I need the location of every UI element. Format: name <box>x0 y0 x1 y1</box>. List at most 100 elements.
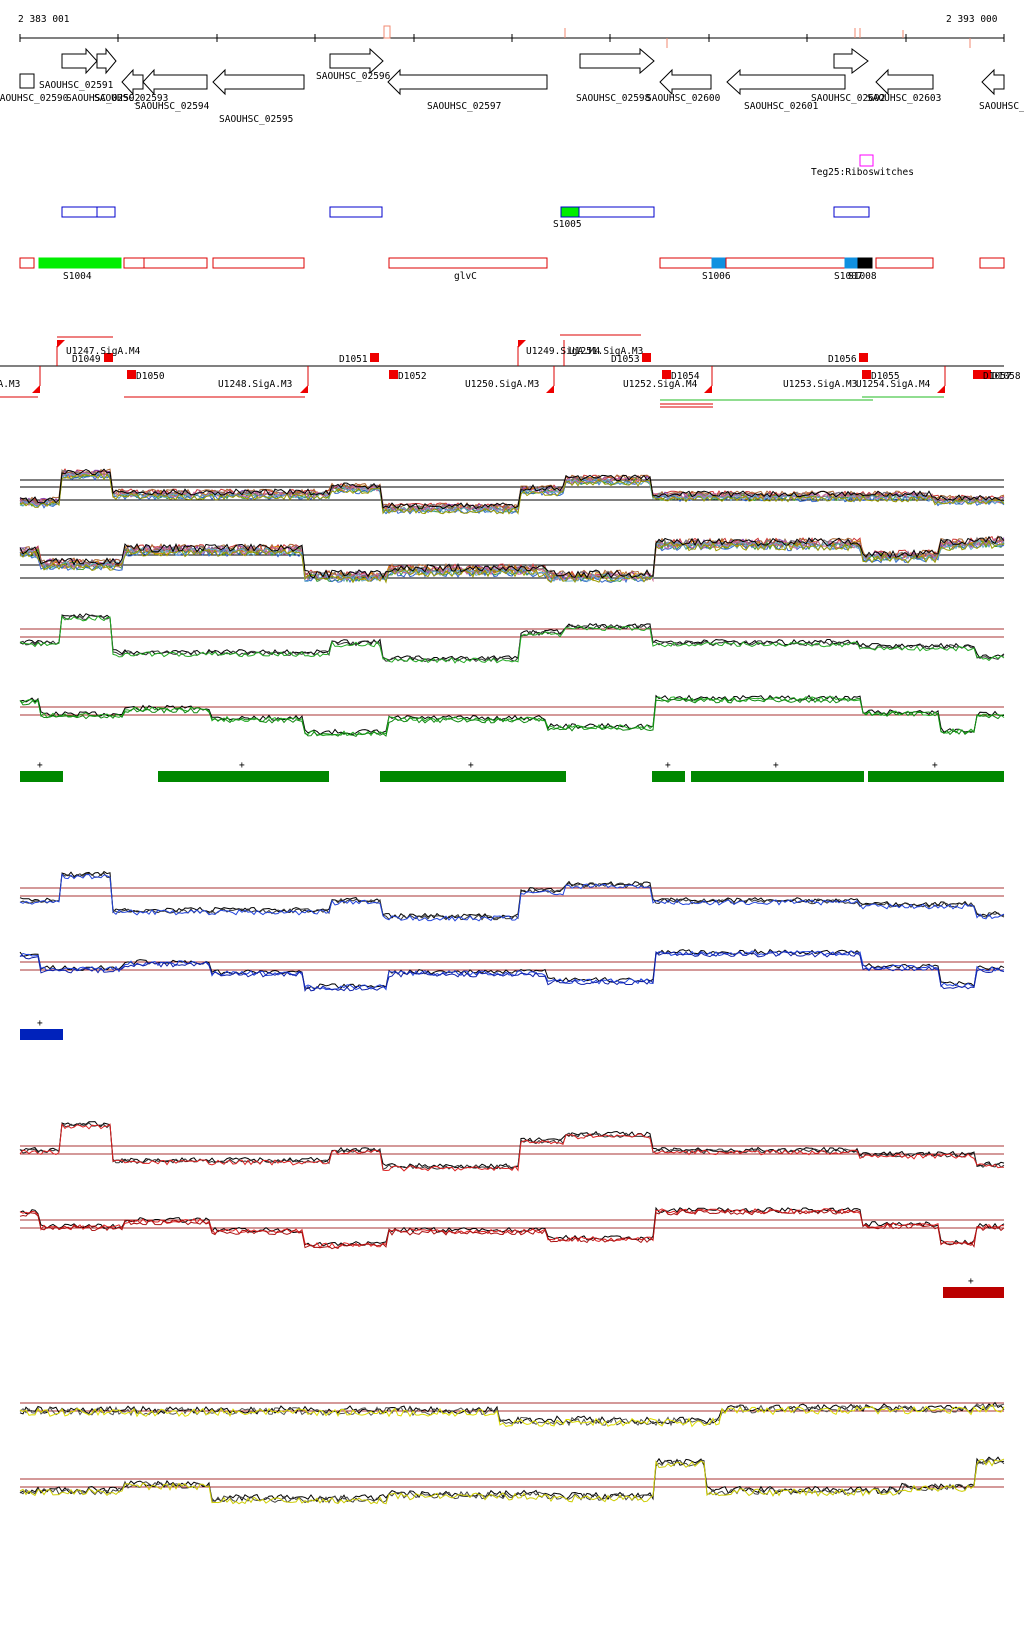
green-segment-markers: + + + + + + <box>37 760 938 771</box>
terminator-D1055[interactable] <box>862 370 871 379</box>
feature-box-S1006[interactable] <box>711 257 727 269</box>
terminator-D1058[interactable] <box>982 370 991 379</box>
terminator-D1051[interactable] <box>370 353 379 362</box>
green-condition-reverse <box>19 694 1005 738</box>
promoter-label: D1056 <box>828 354 857 365</box>
promoter-labels: U1247.SigA.M4 D1049 D1050 U1248.SigA.M3 … <box>0 346 1021 390</box>
gene-label: SAOUHSC_02601 <box>744 101 819 112</box>
segment[interactable] <box>20 1029 63 1040</box>
promoter-label: D1057 <box>983 371 1012 382</box>
promoter-label: D1052 <box>398 371 427 382</box>
gene-SAOUHSC_02596[interactable] <box>329 47 384 75</box>
feature-box[interactable] <box>212 257 305 269</box>
multi-sample-track-reverse <box>19 535 1005 584</box>
promoter-label: U1254.SigA.M4 <box>856 379 931 390</box>
gene-SAOUHSC_02601[interactable] <box>726 68 846 96</box>
terminator-D1050[interactable] <box>127 370 136 379</box>
promoter-green-lines <box>660 396 944 401</box>
gene-SAOUHSC_02604[interactable] <box>981 68 1005 96</box>
terminator-D1053[interactable] <box>642 353 651 362</box>
promoter-track: U1247.SigA.M4 D1049 D1050 U1248.SigA.M3 … <box>0 334 1021 408</box>
feature-box[interactable] <box>979 257 1005 269</box>
feature-box[interactable] <box>123 257 145 269</box>
terminator-D1057[interactable] <box>973 370 982 379</box>
feature-box-S1004[interactable] <box>38 257 122 269</box>
promoter-label: D1050 <box>136 371 165 382</box>
feature-box-S1005[interactable] <box>560 206 580 218</box>
gene-labels: SAOUHSC_02590 SAOUHSC_02591 SAOUHSC_0259… <box>0 71 1024 125</box>
blue-condition-forward <box>19 870 1005 922</box>
terminator-D1049[interactable] <box>104 353 113 362</box>
feature-box[interactable] <box>833 206 870 218</box>
segment[interactable] <box>20 771 63 782</box>
gene-label: SAOUHSC_02600 <box>646 93 721 104</box>
segment[interactable] <box>943 1287 1004 1298</box>
expression-trace <box>19 468 1004 510</box>
yellow-condition-forward <box>19 1401 1005 1428</box>
expression-trace <box>19 1458 1005 1505</box>
expression-trace <box>19 1206 1005 1247</box>
gene-SAOUHSC_02594[interactable] <box>142 68 208 96</box>
segment[interactable] <box>380 771 566 782</box>
coordinate-ruler: 2 383 001 2 393 000 <box>18 14 1005 48</box>
promoter-label: D1053 <box>611 354 640 365</box>
feature-box[interactable] <box>578 206 655 218</box>
gene-SAOUHSC_02595[interactable] <box>212 68 305 96</box>
gene-SAOUHSC_02603[interactable] <box>875 68 934 96</box>
ruler-highlights <box>383 25 971 48</box>
gene-SAOUHSC_02591[interactable] <box>61 47 98 75</box>
segment-marker: + <box>932 760 938 771</box>
gene-label: SAOUHSC_02595 <box>219 114 293 125</box>
expression-trace <box>19 1401 1005 1425</box>
gene-SAOUHSC_02602[interactable] <box>833 48 869 74</box>
yellow-condition-reverse <box>19 1456 1005 1505</box>
feature-box[interactable] <box>725 257 846 269</box>
feature-box[interactable] <box>329 206 383 218</box>
gene-SAOUHSC_02598[interactable] <box>579 47 655 75</box>
expression-trace <box>19 1122 1005 1171</box>
red-condition-forward <box>19 1121 1005 1172</box>
segment[interactable] <box>652 771 685 782</box>
feature-box[interactable] <box>143 257 208 269</box>
riboswitch-track: Teg25:Riboswitches <box>811 154 914 178</box>
terminator-D1054[interactable] <box>662 370 671 379</box>
segment[interactable] <box>868 771 1004 782</box>
promoter-label: D1055 <box>871 371 900 382</box>
expression-trace <box>19 468 1005 510</box>
gene-label: SAOUHSC_02602 <box>811 93 885 104</box>
feature-label: S1008 <box>848 271 877 282</box>
expression-trace <box>19 468 1005 510</box>
riboswitch-box[interactable] <box>859 154 874 167</box>
feature-box-glvC[interactable] <box>388 257 548 269</box>
gene-SAOUHSC_02590[interactable] <box>19 73 35 89</box>
feature-box-S1007[interactable] <box>844 257 859 269</box>
gene-SAOUHSC_02597[interactable] <box>387 68 548 96</box>
green-segments <box>20 771 1004 782</box>
segment[interactable] <box>691 771 864 782</box>
feature-box[interactable] <box>61 206 98 218</box>
terminator-D1056[interactable] <box>859 353 868 362</box>
expression-trace <box>19 873 1005 922</box>
segment-marker: + <box>239 760 245 771</box>
expression-trace <box>19 948 1005 990</box>
expression-trace <box>19 540 1005 583</box>
gene-SAOUHSC_02593[interactable] <box>121 68 144 96</box>
promoter-label: U1247.SigA.M4 <box>66 346 141 357</box>
feature-box[interactable] <box>875 257 934 269</box>
promoter-label: U1248.SigA.M3 <box>218 379 292 390</box>
feature-box[interactable] <box>96 206 116 218</box>
expression-trace <box>19 539 1005 583</box>
segment[interactable] <box>158 771 329 782</box>
feature-box-S1008[interactable] <box>857 257 873 269</box>
feature-box[interactable] <box>19 257 35 269</box>
expression-trace <box>19 470 1005 512</box>
terminator-D1052[interactable] <box>389 370 398 379</box>
segment-marker: + <box>665 760 671 771</box>
gene-SAOUHSC_02600[interactable] <box>659 68 712 96</box>
feature-label: glvC <box>454 271 477 282</box>
feature-box[interactable] <box>659 257 713 269</box>
segment-marker: + <box>773 760 779 771</box>
gene-SAOUHSC_02592[interactable] <box>96 47 117 75</box>
expression-trace <box>19 697 1005 738</box>
